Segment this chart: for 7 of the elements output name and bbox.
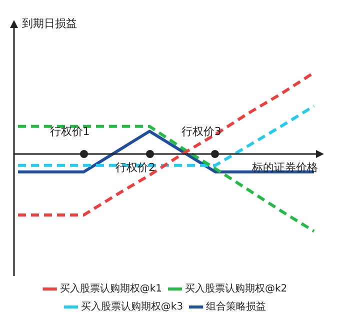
legend-label: 买入股票认购期权@k3 — [80, 300, 184, 313]
legend-label: 买入股票认购期权@k1 — [60, 282, 162, 295]
legend-label: 组合策略损益 — [206, 300, 266, 313]
annotation: 行权价1 — [50, 124, 90, 138]
x-axis-title: 标的证券价格 — [251, 160, 318, 174]
y-axis-title: 到期日损益 — [22, 16, 77, 30]
legend-label: 买入股票认购期权@k2 — [185, 282, 288, 295]
